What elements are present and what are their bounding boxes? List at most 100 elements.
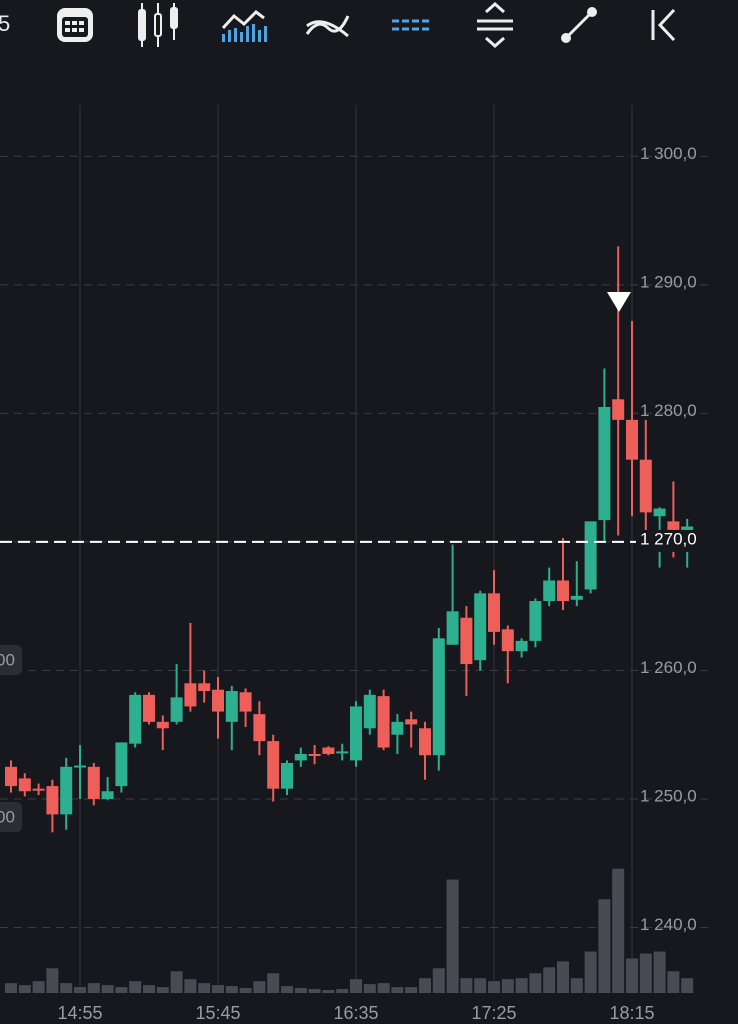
volume-bar <box>46 968 59 993</box>
candle-body <box>115 742 128 787</box>
candle-body <box>212 689 224 712</box>
volume-bar <box>460 978 473 993</box>
candle-body <box>184 683 197 707</box>
volume-bar <box>115 987 128 993</box>
candle-body <box>598 406 611 521</box>
volume-bar <box>212 985 224 993</box>
volume-bar <box>681 978 694 993</box>
candle-body <box>239 692 252 712</box>
candle-body <box>5 766 17 787</box>
toolbar-label: 5 <box>0 11 10 36</box>
candle-body <box>294 753 307 761</box>
candle-body <box>336 751 349 754</box>
volume-bar <box>612 868 625 993</box>
candle-body <box>350 706 362 761</box>
candle-body <box>308 753 321 756</box>
volume-bar <box>336 989 349 993</box>
y-tick-label: 1 240,0 <box>640 915 697 934</box>
candle-body <box>557 580 569 602</box>
volume-bar <box>432 968 445 993</box>
volume-bar <box>446 879 459 993</box>
candle-body <box>253 714 266 742</box>
x-tick-label: 15:45 <box>195 1003 240 1023</box>
side-label: 00 <box>0 645 22 675</box>
candle-body <box>322 747 335 754</box>
candle-body <box>377 696 390 748</box>
candle-body <box>515 640 528 652</box>
volume-bar <box>543 967 556 993</box>
volume-bar <box>101 985 114 993</box>
y-tick-label: 1 300,0 <box>640 144 697 163</box>
volume-bar <box>667 971 680 993</box>
volume-bar <box>653 951 666 993</box>
volume-bar <box>129 981 142 993</box>
volume-bar <box>267 973 280 993</box>
candle-body <box>584 521 597 590</box>
candle-body <box>363 694 376 729</box>
indicators-icon[interactable] <box>221 10 267 42</box>
plot: 14:55 15:45 16:35 17:25 18:15 1 240,0 1 250,0 1… <box>0 105 708 1023</box>
candle-body <box>156 721 169 729</box>
candle-body <box>446 611 459 645</box>
price-label-bg <box>636 529 708 552</box>
volume-bar <box>239 988 252 993</box>
candle-body <box>46 786 59 815</box>
y-tick-label: 1 260,0 <box>640 658 697 677</box>
alert-marker <box>607 292 631 312</box>
volume-bar <box>32 981 45 993</box>
volume-bar <box>170 971 183 993</box>
x-tick-label: 16:35 <box>333 1003 378 1023</box>
side-label-text: 00 <box>0 650 15 669</box>
volume-bar <box>515 978 528 993</box>
candle-body <box>143 694 155 722</box>
candle-body <box>626 419 638 460</box>
candle-body <box>543 580 556 602</box>
volume-bar <box>253 981 266 993</box>
candle-body <box>432 638 445 756</box>
candle-body <box>281 762 293 789</box>
volume-bar <box>419 978 431 993</box>
collapse-icon[interactable] <box>651 8 676 42</box>
scale-icon[interactable] <box>477 1 513 49</box>
y-tick-label: 1 280,0 <box>640 401 697 420</box>
volume-bar <box>87 983 100 993</box>
volume-bar <box>156 987 169 993</box>
candle-body <box>391 721 404 735</box>
candle-body <box>198 683 211 692</box>
volume-bar <box>225 986 238 993</box>
calendar-icon[interactable] <box>57 8 93 42</box>
x-tick-label: 18:15 <box>609 1003 654 1023</box>
volume-bar <box>350 979 362 993</box>
volume-bar <box>598 899 611 993</box>
candle-body <box>101 791 114 799</box>
candle-body <box>639 459 652 513</box>
lines-icon[interactable] <box>392 19 430 31</box>
volume-bar <box>570 978 583 993</box>
volume-bar <box>501 979 514 993</box>
volume-bar <box>584 951 597 993</box>
candle-body <box>267 741 280 789</box>
drawing-icon[interactable] <box>561 7 597 43</box>
compare-icon[interactable] <box>305 15 350 38</box>
volume-bar <box>198 983 211 993</box>
volume-bar <box>5 983 17 993</box>
volume-bar <box>488 981 500 993</box>
side-label: 00 <box>0 802 22 832</box>
volume-bar <box>639 953 652 993</box>
volume-bar <box>405 987 418 993</box>
side-label-text: 00 <box>0 807 15 826</box>
candle-body <box>501 629 514 652</box>
volume-bar <box>184 979 197 993</box>
y-tick-label: 1 250,0 <box>640 786 697 805</box>
candle-body <box>612 399 625 420</box>
candle-body <box>60 766 73 815</box>
candles-icon[interactable] <box>138 3 178 47</box>
candle-body <box>18 778 31 792</box>
volume-bar <box>308 989 321 993</box>
candle-body <box>32 788 45 791</box>
x-tick-label: 17:25 <box>471 1003 516 1023</box>
candle-body <box>87 766 100 799</box>
candle-body <box>474 593 487 661</box>
